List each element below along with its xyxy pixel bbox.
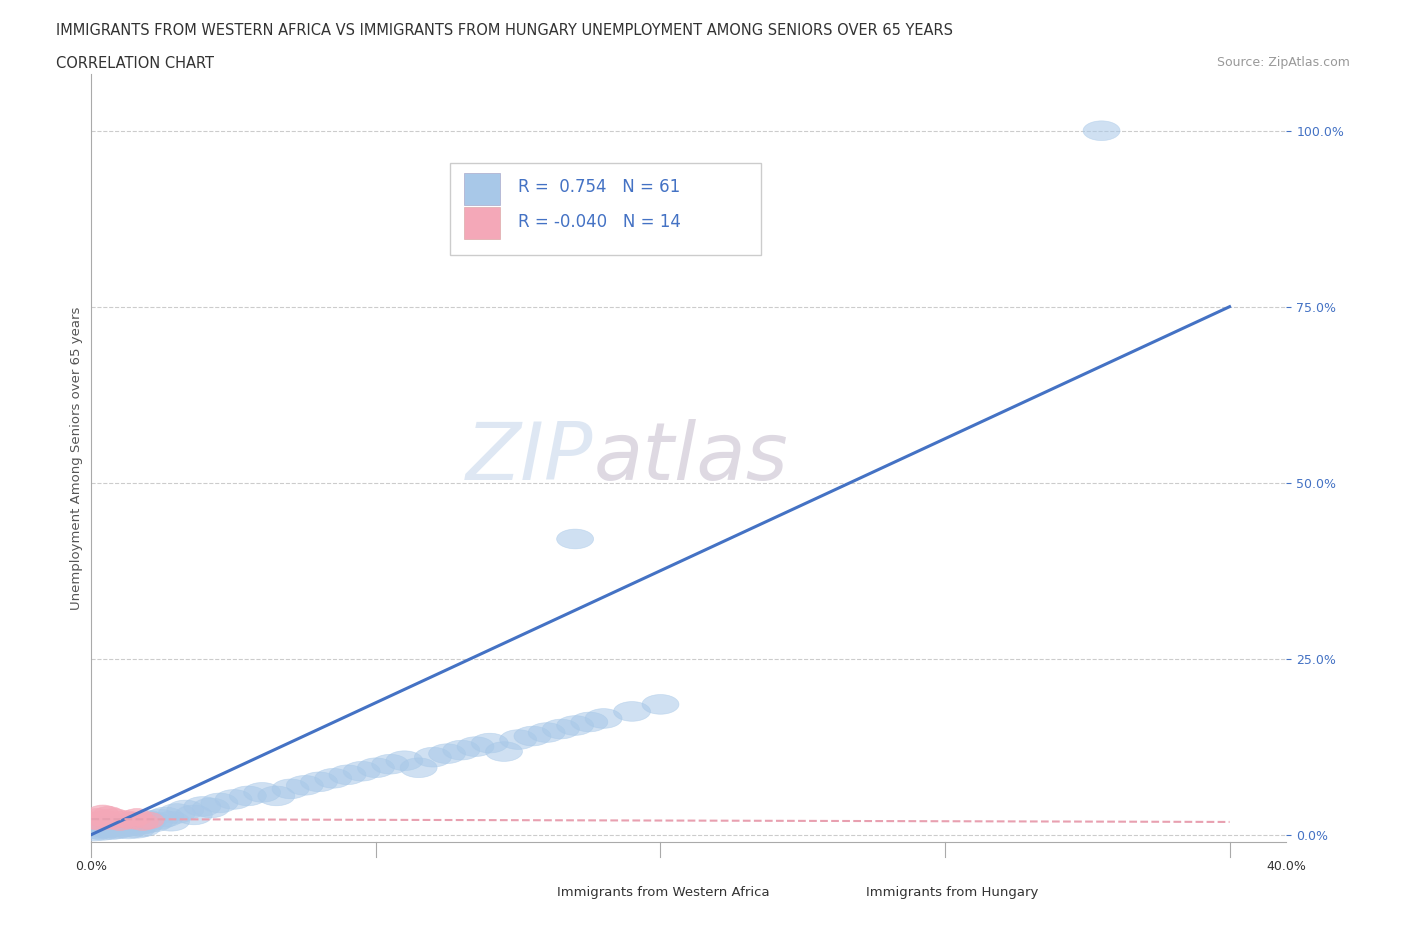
Ellipse shape bbox=[87, 805, 118, 822]
Ellipse shape bbox=[301, 772, 337, 791]
Ellipse shape bbox=[243, 782, 281, 803]
Ellipse shape bbox=[141, 809, 179, 829]
Text: 0.0%: 0.0% bbox=[76, 859, 107, 872]
Ellipse shape bbox=[104, 814, 135, 830]
Ellipse shape bbox=[1083, 121, 1121, 140]
FancyBboxPatch shape bbox=[830, 876, 855, 904]
Ellipse shape bbox=[443, 740, 479, 760]
Ellipse shape bbox=[110, 819, 146, 839]
Ellipse shape bbox=[153, 811, 190, 831]
Ellipse shape bbox=[499, 730, 537, 750]
FancyBboxPatch shape bbox=[450, 163, 761, 255]
Ellipse shape bbox=[184, 797, 221, 817]
Ellipse shape bbox=[215, 790, 252, 809]
Ellipse shape bbox=[343, 762, 380, 781]
Ellipse shape bbox=[543, 719, 579, 738]
Ellipse shape bbox=[585, 709, 621, 728]
Ellipse shape bbox=[104, 817, 141, 837]
Ellipse shape bbox=[613, 701, 651, 722]
Ellipse shape bbox=[485, 742, 523, 762]
Ellipse shape bbox=[84, 814, 115, 830]
Ellipse shape bbox=[127, 814, 159, 830]
Ellipse shape bbox=[159, 804, 195, 823]
Y-axis label: Unemployment Among Seniors over 65 years: Unemployment Among Seniors over 65 years bbox=[70, 306, 83, 610]
Text: 40.0%: 40.0% bbox=[1267, 859, 1306, 872]
Ellipse shape bbox=[87, 817, 124, 836]
Ellipse shape bbox=[401, 758, 437, 777]
FancyBboxPatch shape bbox=[464, 173, 501, 205]
Ellipse shape bbox=[429, 744, 465, 764]
Ellipse shape bbox=[121, 808, 153, 826]
Ellipse shape bbox=[124, 817, 162, 837]
Ellipse shape bbox=[329, 764, 366, 785]
Ellipse shape bbox=[315, 768, 352, 788]
Ellipse shape bbox=[98, 819, 135, 839]
Ellipse shape bbox=[121, 815, 159, 834]
Ellipse shape bbox=[110, 811, 141, 828]
Ellipse shape bbox=[529, 723, 565, 742]
Ellipse shape bbox=[557, 716, 593, 736]
Ellipse shape bbox=[79, 819, 115, 839]
Text: Immigrants from Hungary: Immigrants from Hungary bbox=[866, 886, 1039, 899]
Ellipse shape bbox=[515, 726, 551, 746]
Ellipse shape bbox=[96, 812, 127, 829]
Ellipse shape bbox=[82, 808, 112, 826]
Ellipse shape bbox=[112, 817, 149, 836]
Ellipse shape bbox=[287, 776, 323, 795]
Ellipse shape bbox=[273, 779, 309, 799]
Ellipse shape bbox=[96, 817, 132, 837]
Ellipse shape bbox=[76, 821, 112, 841]
FancyBboxPatch shape bbox=[520, 876, 546, 904]
Ellipse shape bbox=[457, 737, 494, 756]
Ellipse shape bbox=[415, 748, 451, 767]
Ellipse shape bbox=[93, 806, 124, 823]
Ellipse shape bbox=[129, 811, 167, 830]
Ellipse shape bbox=[90, 811, 121, 828]
Ellipse shape bbox=[371, 754, 409, 774]
Ellipse shape bbox=[82, 817, 118, 837]
Ellipse shape bbox=[84, 820, 121, 840]
Text: ZIP: ZIP bbox=[465, 419, 593, 497]
Ellipse shape bbox=[229, 786, 266, 805]
Ellipse shape bbox=[257, 786, 295, 805]
Text: Source: ZipAtlas.com: Source: ZipAtlas.com bbox=[1216, 56, 1350, 69]
Ellipse shape bbox=[201, 793, 238, 813]
Ellipse shape bbox=[98, 808, 129, 826]
Ellipse shape bbox=[79, 812, 110, 829]
Ellipse shape bbox=[571, 712, 607, 732]
Ellipse shape bbox=[118, 818, 156, 838]
Text: CORRELATION CHART: CORRELATION CHART bbox=[56, 56, 214, 71]
FancyBboxPatch shape bbox=[464, 207, 501, 239]
Ellipse shape bbox=[93, 820, 129, 840]
Ellipse shape bbox=[167, 800, 204, 820]
Ellipse shape bbox=[193, 798, 229, 817]
Ellipse shape bbox=[132, 812, 165, 829]
Ellipse shape bbox=[176, 805, 212, 825]
Ellipse shape bbox=[101, 816, 138, 835]
Ellipse shape bbox=[557, 529, 593, 549]
Ellipse shape bbox=[135, 812, 173, 831]
Ellipse shape bbox=[471, 733, 508, 753]
Text: R =  0.754   N = 61: R = 0.754 N = 61 bbox=[517, 179, 681, 196]
Text: IMMIGRANTS FROM WESTERN AFRICA VS IMMIGRANTS FROM HUNGARY UNEMPLOYMENT AMONG SEN: IMMIGRANTS FROM WESTERN AFRICA VS IMMIGR… bbox=[56, 23, 953, 38]
Ellipse shape bbox=[385, 751, 423, 771]
Text: R = -0.040   N = 14: R = -0.040 N = 14 bbox=[517, 214, 681, 232]
Ellipse shape bbox=[115, 812, 153, 831]
Ellipse shape bbox=[90, 818, 127, 838]
Ellipse shape bbox=[357, 758, 395, 777]
Text: Immigrants from Western Africa: Immigrants from Western Africa bbox=[557, 886, 769, 899]
Ellipse shape bbox=[127, 814, 165, 833]
Ellipse shape bbox=[643, 695, 679, 714]
Ellipse shape bbox=[107, 814, 143, 834]
Text: atlas: atlas bbox=[593, 419, 789, 497]
Ellipse shape bbox=[115, 812, 146, 829]
Ellipse shape bbox=[146, 807, 184, 827]
